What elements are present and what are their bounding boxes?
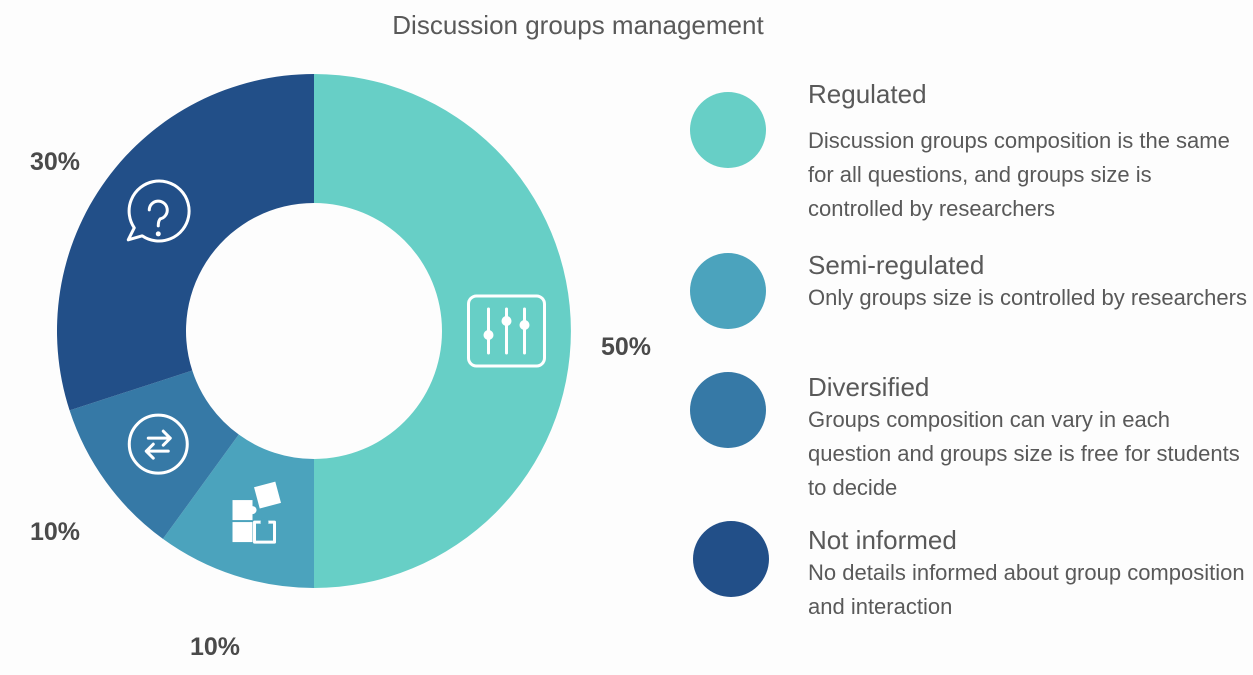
chart-title: Discussion groups management	[392, 10, 764, 40]
legend-swatch-regulated	[690, 92, 766, 168]
legend-label-diversified: Diversified	[808, 372, 930, 402]
legend-swatch-semi-regulated	[690, 253, 766, 329]
data-label-diversified: 10%	[30, 518, 81, 546]
legend-swatch-not-informed	[693, 521, 769, 597]
donut-slice-regulated	[314, 74, 571, 588]
legend-desc-regulated: Discussion groups composition is the sam…	[808, 128, 1230, 221]
data-label-semi-regulated: 10%	[190, 633, 241, 661]
donut-chart	[56, 74, 571, 588]
question-chat-icon	[126, 179, 191, 243]
puzzle-icon	[232, 481, 281, 544]
legend-label-regulated: Regulated	[808, 79, 927, 109]
donut-slice-diversified	[69, 370, 239, 539]
legend-item-regulated: Regulated Discussion groups composition …	[690, 78, 1250, 228]
legend-swatch-diversified	[690, 372, 766, 448]
legend-desc-diversified: Groups composition can vary in each ques…	[808, 407, 1240, 500]
legend-desc-not-informed: No details informed about group composit…	[808, 560, 1245, 619]
data-label-not-informed: 30%	[30, 148, 81, 176]
legend-label-not-informed: Not informed	[808, 525, 957, 555]
data-label-regulated: 50%	[601, 333, 652, 361]
exchange-arrows-icon	[127, 413, 189, 475]
legend-label-semi-regulated: Semi-regulated	[808, 250, 985, 280]
sliders-icon	[467, 294, 546, 368]
donut-slice-not-informed	[56, 74, 314, 411]
legend-item-not-informed: Not informed No details informed about g…	[690, 521, 1250, 634]
legend-item-diversified: Diversified Groups composition can vary …	[690, 371, 1250, 511]
legend-item-semi-regulated: Semi-regulated Only groups size is contr…	[690, 249, 1250, 349]
legend-desc-semi-regulated: Only groups size is controlled by resear…	[808, 285, 1247, 310]
